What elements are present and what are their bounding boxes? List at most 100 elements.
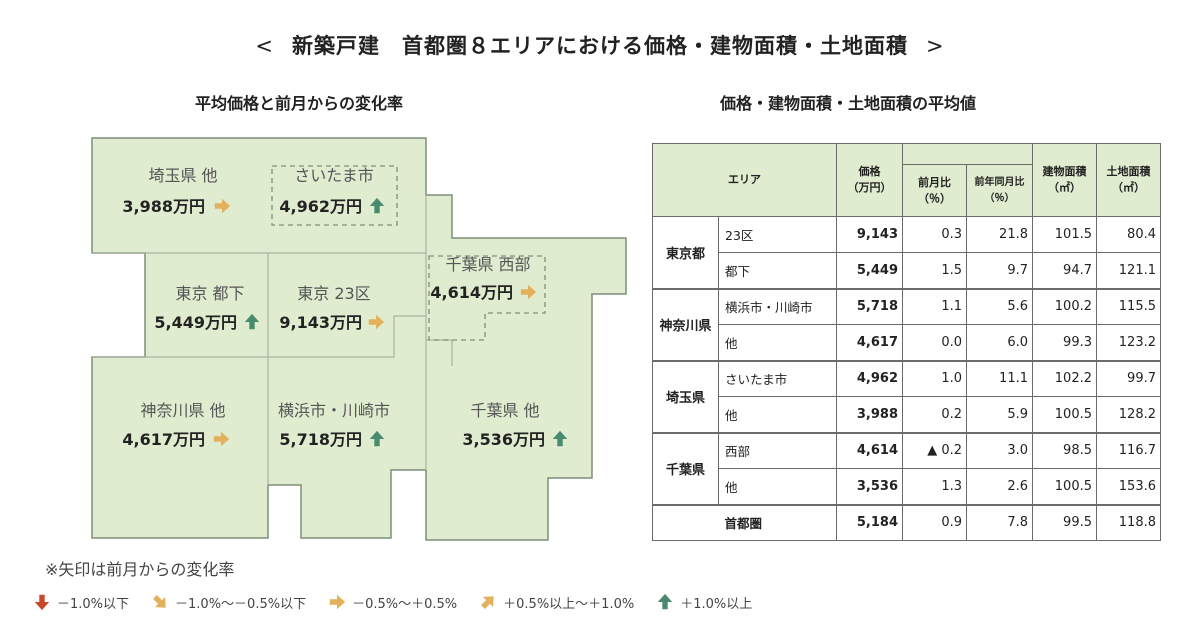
land-area-cell: 80.4 [1096, 216, 1161, 253]
legend-label: ＋0.5%以上～＋1.0% [503, 596, 635, 612]
legend: －1.0%以下 －1.0%～－0.5%以下 －0.5%～＋0.5% ＋0.5%以上～＋… [33, 591, 774, 613]
header-land-label: 土地面積 [1106, 165, 1151, 178]
legend-item: －0.5%～＋0.5% [328, 593, 457, 612]
header-mom: 前月比 （％） [902, 164, 967, 217]
change-arrow-icon [368, 314, 385, 330]
building-area-cell: 101.5 [1032, 216, 1097, 253]
header-price-label: 価格 [858, 165, 881, 178]
map-subtitle: 平均価格と前月からの変化率 [195, 94, 404, 113]
total-blank-cell [652, 504, 719, 541]
prefecture-cell: 神奈川県 [652, 288, 719, 361]
header-building-unit: （㎡） [1048, 181, 1081, 194]
price-cell: 3,536 [836, 468, 903, 505]
map-area-price: 3,536万円 [462, 430, 545, 449]
legend-arrow-icon [34, 594, 50, 611]
building-area-cell: 98.5 [1032, 432, 1097, 469]
header-mom-unit: （％） [918, 191, 951, 205]
mom-cell: 0.3 [902, 216, 967, 253]
prefecture-cell: 埼玉県 [652, 360, 719, 433]
data-table: エリア 価格 （万円） 建物面積 （㎡） 土地面積 （㎡） 前月比 （％） 前年同月比 （… [652, 143, 1161, 541]
legend-arrow-icon [153, 594, 166, 608]
table-row: 埼玉県 さいたま市 4,962 1.0 11.1 102.2 99.7 [652, 360, 1161, 433]
total-price-cell: 5,184 [836, 504, 903, 541]
mom-cell: 1.3 [902, 468, 967, 505]
table-row: 他 3,988 0.2 5.9 100.5 128.2 [652, 396, 1161, 433]
map-area-price: 4,962万円 [279, 197, 362, 216]
change-arrow-icon [244, 313, 260, 330]
change-arrow-icon [369, 197, 385, 214]
total-area-cell: 首都圏 [718, 504, 837, 541]
table-row: 他 4,617 0.0 6.0 99.3 123.2 [652, 324, 1161, 361]
mom-cell: 1.5 [902, 252, 967, 289]
yoy-cell: 6.0 [966, 324, 1033, 361]
mom-cell: 0.0 [902, 324, 967, 361]
total-building-cell: 99.5 [1032, 504, 1097, 541]
legend-arrow-icon [481, 596, 494, 610]
table-row: 都下 5,449 1.5 9.7 94.7 121.1 [652, 252, 1161, 289]
total-row: 首都圏 5,184 0.9 7.8 99.5 118.8 [652, 504, 1161, 541]
header-land: 土地面積 （㎡） [1096, 143, 1161, 217]
mom-cell: 1.1 [902, 288, 967, 325]
table-subtitle: 価格・建物面積・土地面積の平均値 [720, 94, 977, 113]
map-area-name: 千葉県 西部 [445, 255, 530, 274]
yoy-cell: 2.6 [966, 468, 1033, 505]
map-area-name: 千葉県 他 [470, 401, 539, 420]
table-row: 他 3,536 1.3 2.6 100.5 153.6 [652, 468, 1161, 505]
header-building-label: 建物面積 [1042, 165, 1087, 178]
map-area-price: 5,449万円 [154, 313, 237, 332]
land-area-cell: 115.5 [1096, 288, 1161, 325]
yoy-cell: 5.6 [966, 288, 1033, 325]
building-area-cell: 94.7 [1032, 252, 1097, 289]
header-yoy-label: 前年同月比 [974, 176, 1025, 188]
legend-label: －1.0%以下 [57, 596, 130, 612]
legend-arrow-icon [658, 593, 673, 610]
area-cell: 西部 [718, 432, 837, 469]
building-area-cell: 99.3 [1032, 324, 1097, 361]
legend-item: ＋0.5%以上～＋1.0% [479, 593, 634, 612]
title-right-bracket: > [926, 34, 945, 58]
price-cell: 9,143 [836, 216, 903, 253]
map-area-name: 神奈川県 他 [140, 401, 225, 420]
header-yoy-unit: （％） [984, 192, 1015, 204]
header-spacer [902, 143, 1033, 165]
map-area-name: 東京 都下 [175, 284, 244, 303]
area-cell: さいたま市 [718, 360, 837, 397]
yoy-cell: 5.9 [966, 396, 1033, 433]
map-area-price: 5,718万円 [279, 430, 362, 449]
price-cell: 5,449 [836, 252, 903, 289]
price-cell: 4,614 [836, 432, 903, 469]
header-building: 建物面積 （㎡） [1032, 143, 1097, 217]
building-area-cell: 102.2 [1032, 360, 1097, 397]
change-arrow-icon [214, 198, 231, 214]
map-area-name: 横浜市・川崎市 [278, 401, 390, 420]
header-yoy: 前年同月比 （％） [966, 164, 1033, 217]
change-arrow-icon [552, 430, 568, 447]
map-area-price: 4,617万円 [122, 430, 205, 449]
land-area-cell: 121.1 [1096, 252, 1161, 289]
header-price: 価格 （万円） [836, 143, 903, 217]
table-body: 東京都 23区 9,143 0.3 21.8 101.5 80.4 都下 5,449 1.5 9.7… [652, 216, 1161, 541]
prefecture-cell: 千葉県 [652, 432, 719, 505]
map-area-price: 9,143万円 [279, 313, 362, 332]
table-row: 千葉県 西部 4,614 ▲ 0.2 3.0 98.5 116.7 [652, 432, 1161, 505]
table-row: 東京都 23区 9,143 0.3 21.8 101.5 80.4 [652, 216, 1161, 289]
yoy-cell: 11.1 [966, 360, 1033, 397]
chiba-west-outline [428, 255, 546, 341]
building-area-cell: 100.2 [1032, 288, 1097, 325]
land-area-cell: 123.2 [1096, 324, 1161, 361]
header-price-unit: （万円） [847, 181, 892, 194]
change-arrow-icon [520, 284, 537, 300]
total-yoy-cell: 7.8 [966, 504, 1033, 541]
legend-item: －1.0%以下 [33, 593, 129, 612]
legend-label: ＋1.0%以上 [680, 596, 753, 612]
legend-label: －0.5%～＋0.5% [352, 596, 458, 612]
area-cell: 都下 [718, 252, 837, 289]
change-arrow-icon [213, 431, 230, 447]
map-area-price: 4,614万円 [430, 283, 513, 302]
saitama-city-outline [271, 165, 398, 226]
legend-item: ＋1.0%以上 [656, 593, 752, 612]
mom-cell: 1.0 [902, 360, 967, 397]
table-row: 神奈川県 横浜市・川崎市 5,718 1.1 5.6 100.2 115.5 [652, 288, 1161, 361]
map-area-name: さいたま市 [294, 166, 374, 185]
